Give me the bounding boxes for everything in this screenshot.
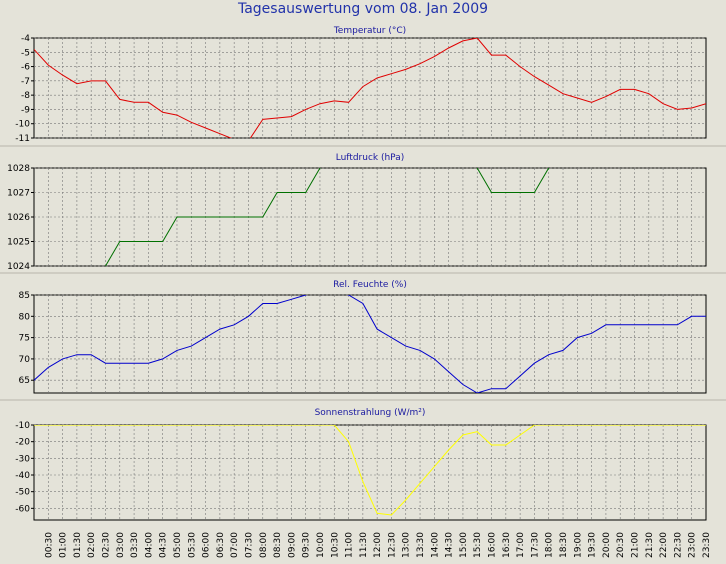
x-tick-label: 20:30 <box>616 532 626 558</box>
x-tick-label: 13:00 <box>402 532 412 558</box>
x-tick-label: 08:00 <box>259 532 269 558</box>
x-tick-label: 00:30 <box>44 532 54 558</box>
y-tick-label: 1028 <box>7 164 30 174</box>
x-tick-label: 23:30 <box>702 532 712 558</box>
y-tick-label: -10 <box>15 421 30 431</box>
x-tick-label: 03:30 <box>130 532 140 558</box>
x-tick-label: 05:00 <box>173 532 183 558</box>
x-tick-label: 15:30 <box>473 532 483 558</box>
x-tick-label: 04:00 <box>144 532 154 558</box>
x-tick-label: 23:00 <box>688 532 698 558</box>
page-title: Tagesauswertung vom 08. Jan 2009 <box>237 1 489 17</box>
series-line <box>34 38 706 138</box>
y-tick-label: -4 <box>21 34 30 44</box>
series-group <box>34 425 706 516</box>
chart-panel-2: Luftdruck (hPa) 1028 1027 1026 1025 1024 <box>0 153 726 274</box>
y-tick-label: -10 <box>15 120 30 130</box>
x-tick-label: 17:00 <box>516 532 526 558</box>
x-tick-label: 16:30 <box>502 532 512 558</box>
panel-title: Temperatur (°C) <box>333 26 406 36</box>
x-tick-label: 22:00 <box>659 532 669 558</box>
x-tick-label: 12:00 <box>373 532 383 558</box>
x-axis: 00:30 01:00 01:30 02:00 02:30 03:00 03:30 04:00… <box>44 532 712 558</box>
chart-panel-3: Rel. Feuchte (%) 85 80 75 70 65 <box>0 280 726 401</box>
x-tick-label: 16:00 <box>488 532 498 558</box>
x-tick-label: 02:00 <box>87 532 97 558</box>
x-tick-label: 18:00 <box>545 532 555 558</box>
y-tick-label: -6 <box>21 63 30 73</box>
y-tick-label: -30 <box>15 454 30 464</box>
series-group <box>104 168 550 266</box>
y-tick-label: -5 <box>21 48 30 58</box>
x-tick-label: 06:30 <box>216 532 226 558</box>
panel-title: Rel. Feuchte (%) <box>333 280 407 290</box>
y-tick-label: 1026 <box>7 213 30 223</box>
series-line <box>34 295 706 393</box>
y-tick-label: -20 <box>15 438 30 448</box>
y-tick-label: 80 <box>19 312 31 322</box>
x-tick-label: 03:00 <box>116 532 126 558</box>
x-tick-label: 19:30 <box>588 532 598 558</box>
series-group <box>34 38 706 138</box>
plot-frame <box>33 294 707 394</box>
y-tick-label: -9 <box>21 105 30 115</box>
x-tick-label: 20:00 <box>602 532 612 558</box>
y-tick-label: 1024 <box>7 262 30 272</box>
x-tick-label: 14:30 <box>445 532 455 558</box>
series-line <box>104 168 550 266</box>
x-tick-label: 22:30 <box>673 532 683 558</box>
chart-panel-1: Temperatur (°C) -4 -5 -6 -7 -8 -9 -10 -11 <box>0 26 726 147</box>
series-group <box>34 295 706 393</box>
x-tick-label: 15:00 <box>459 532 469 558</box>
y-tick-label: -11 <box>15 134 30 144</box>
x-tick-label: 21:00 <box>631 532 641 558</box>
chart-panel-4: Sonnenstrahlung (W/m²) -10 -20 -30 -40 -50 -60 <box>15 408 707 521</box>
x-tick-label: 10:00 <box>316 532 326 558</box>
y-tick-label: 1027 <box>7 189 30 199</box>
x-tick-label: 11:00 <box>345 532 355 558</box>
x-tick-label: 01:30 <box>73 532 83 558</box>
y-tick-label: 70 <box>19 355 31 365</box>
x-tick-label: 17:30 <box>530 532 540 558</box>
x-tick-label: 13:30 <box>416 532 426 558</box>
y-tick-label: 1025 <box>7 238 30 248</box>
y-tick-label: -7 <box>21 77 30 87</box>
x-tick-label: 09:00 <box>287 532 297 558</box>
x-tick-label: 19:00 <box>573 532 583 558</box>
x-tick-label: 08:30 <box>273 532 283 558</box>
y-tick-label: -8 <box>21 91 30 101</box>
y-tick-label: 75 <box>19 334 30 344</box>
y-tick-label: 65 <box>19 376 30 386</box>
x-tick-label: 11:30 <box>359 532 369 558</box>
y-tick-label: -50 <box>15 488 30 498</box>
plot-frame <box>33 37 707 139</box>
x-tick-label: 06:00 <box>202 532 212 558</box>
x-tick-label: 12:30 <box>387 532 397 558</box>
y-tick-label: 85 <box>19 291 30 301</box>
x-tick-label: 21:30 <box>645 532 655 558</box>
x-tick-label: 01:00 <box>59 532 69 558</box>
x-tick-label: 14:00 <box>430 532 440 558</box>
y-tick-label: -60 <box>15 504 30 514</box>
panel-title: Sonnenstrahlung (W/m²) <box>315 408 426 418</box>
series-line <box>34 425 706 516</box>
x-tick-label: 09:30 <box>302 532 312 558</box>
x-tick-label: 04:30 <box>159 532 169 558</box>
x-tick-label: 18:30 <box>559 532 569 558</box>
panel-title: Luftdruck (hPa) <box>336 153 405 163</box>
x-tick-label: 05:30 <box>187 532 197 558</box>
x-tick-label: 10:30 <box>330 532 340 558</box>
x-tick-label: 07:00 <box>230 532 240 558</box>
x-tick-label: 07:30 <box>244 532 254 558</box>
plot-frame <box>33 424 707 521</box>
x-tick-label: 02:30 <box>101 532 111 558</box>
y-tick-label: -40 <box>15 471 30 481</box>
